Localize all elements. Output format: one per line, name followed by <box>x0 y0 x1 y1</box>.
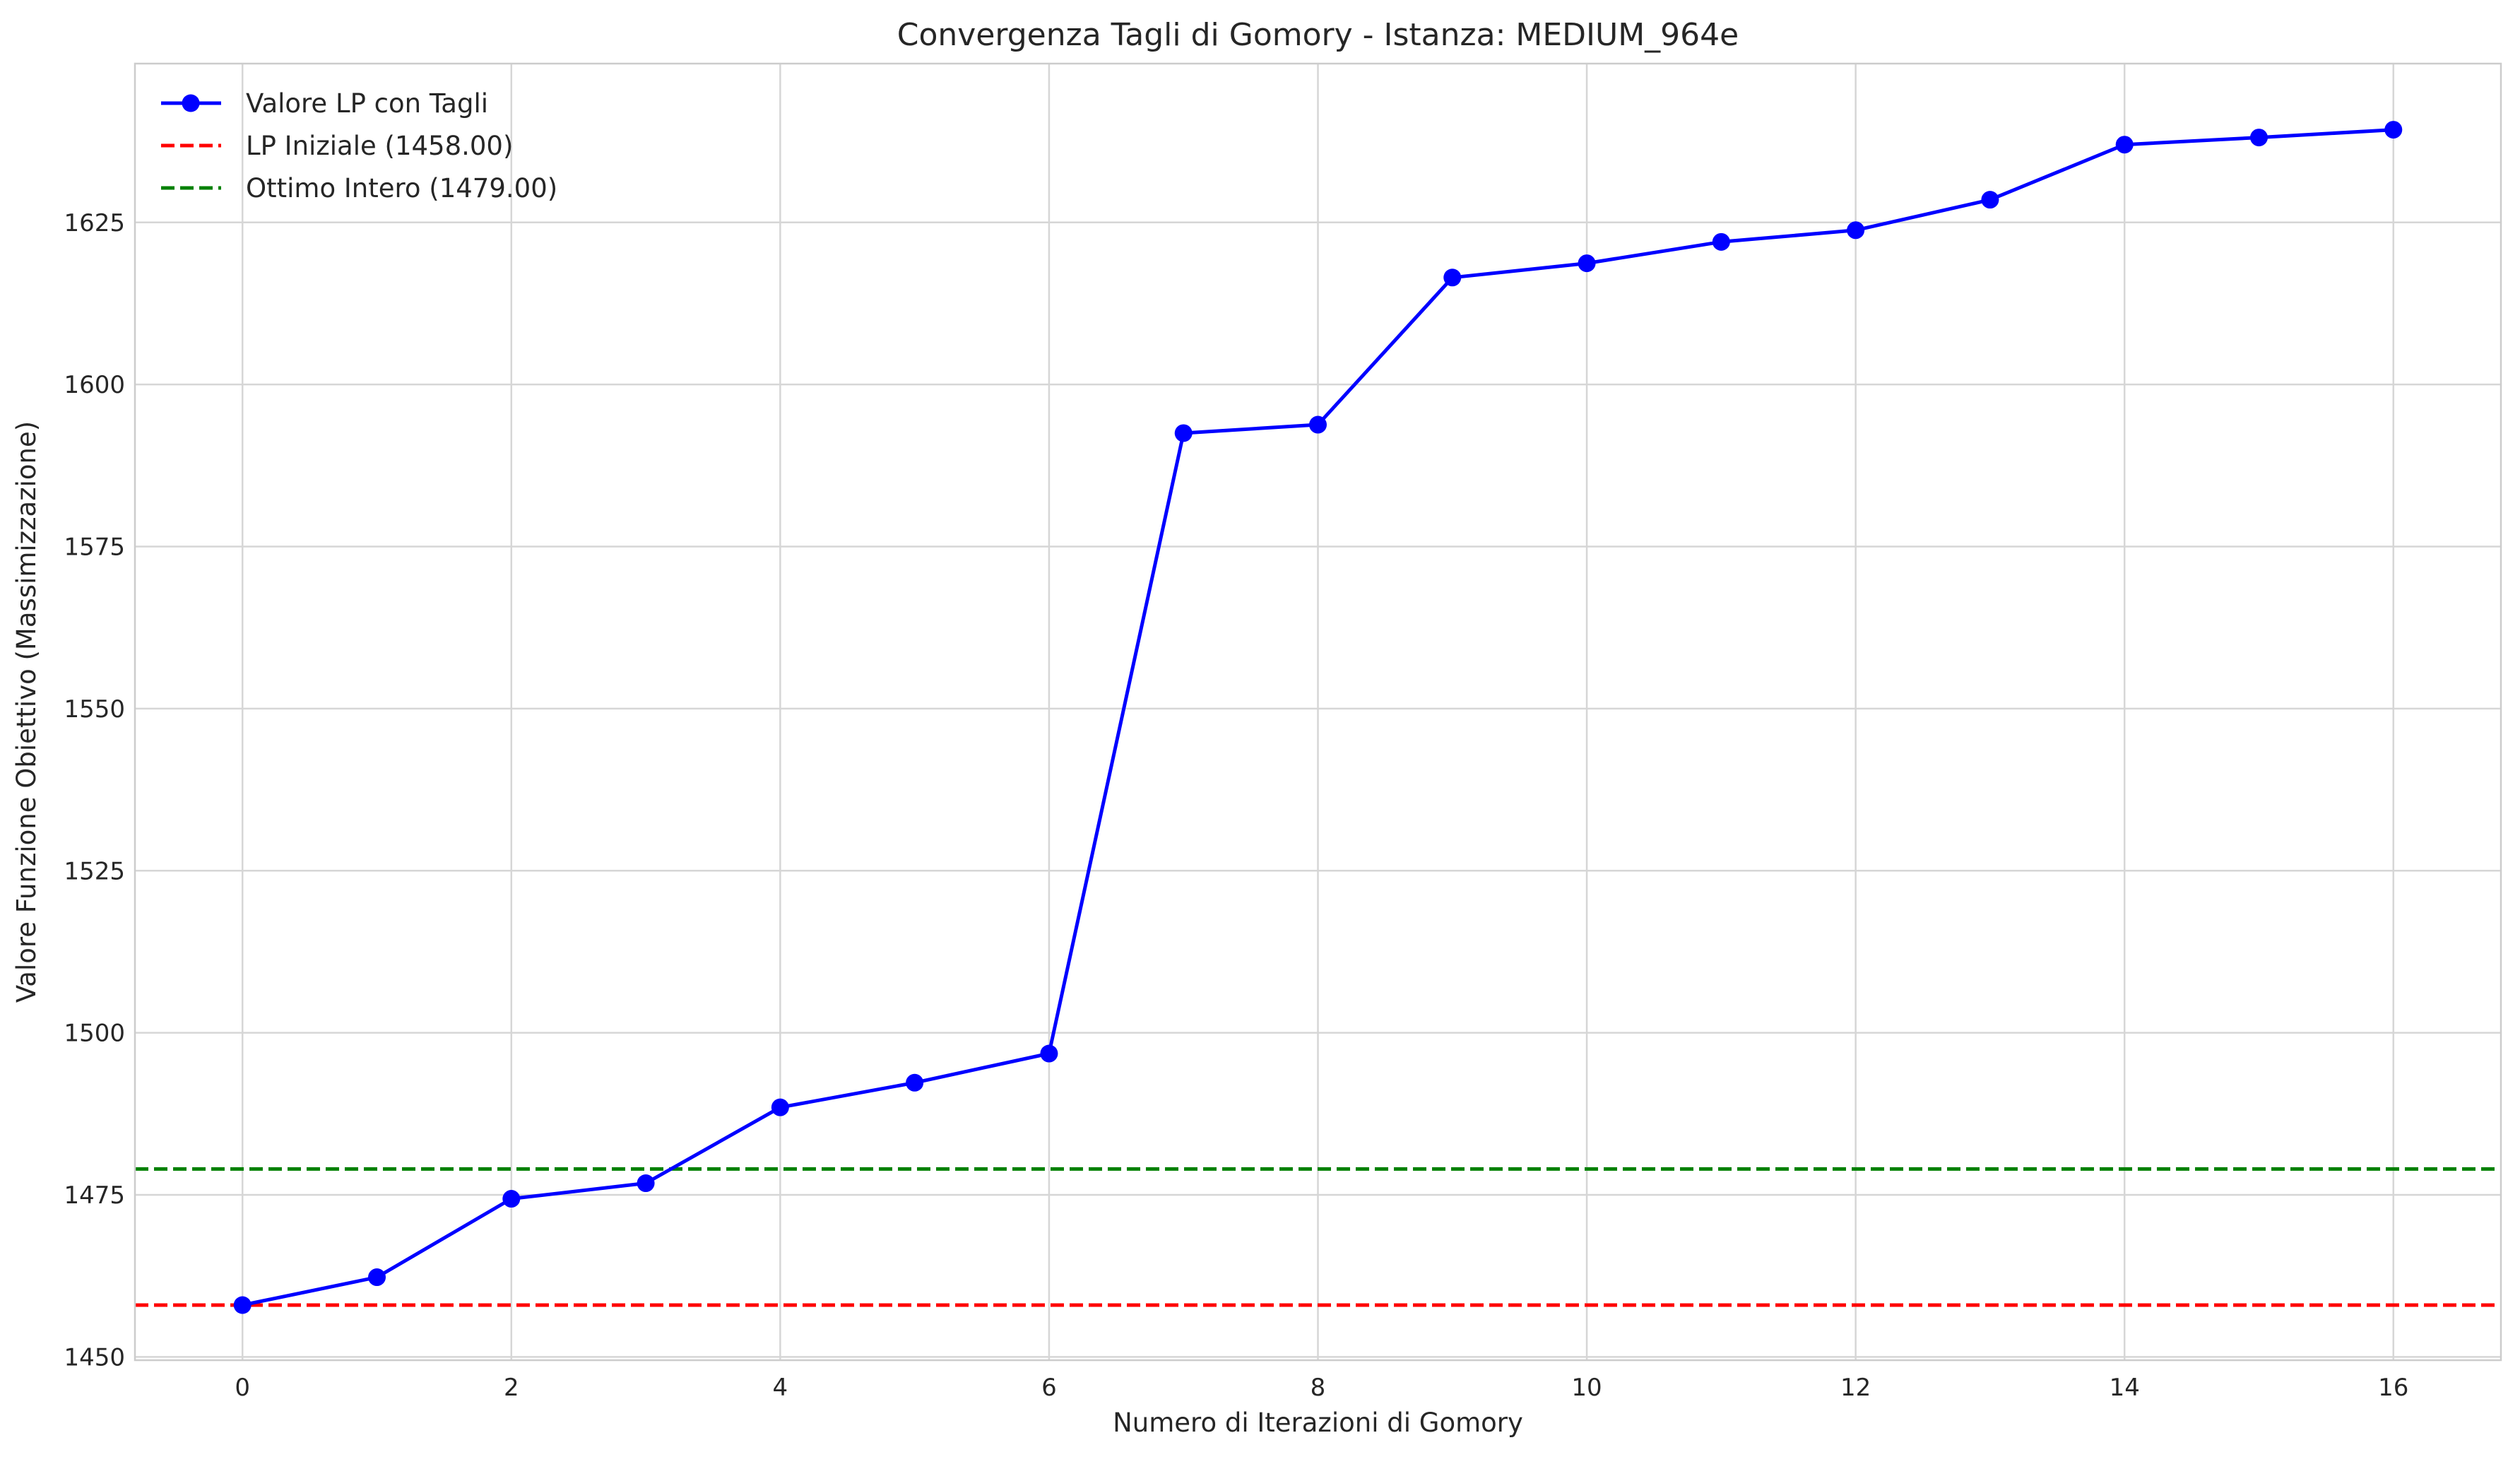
x-tick-label: 16 <box>2378 1374 2408 1402</box>
legend-marker <box>182 94 200 112</box>
y-tick-label: 1575 <box>64 533 125 562</box>
data-point <box>1309 415 1327 434</box>
x-tick-label: 12 <box>1840 1374 1871 1402</box>
series-markers <box>233 121 2403 1314</box>
data-point <box>1847 221 1865 240</box>
legend-label: LP Iniziale (1458.00) <box>246 131 513 161</box>
data-point <box>2384 121 2403 139</box>
y-tick-label: 1550 <box>64 695 125 724</box>
plot-area-frame <box>134 62 2502 1362</box>
x-tick-label: 8 <box>1311 1374 1326 1402</box>
data-point <box>1981 191 1999 209</box>
grid-lines <box>135 64 2501 1360</box>
x-tick-label: 10 <box>1571 1374 1602 1402</box>
x-tick-label: 14 <box>2110 1374 2140 1402</box>
y-tick-label: 1475 <box>64 1181 125 1210</box>
y-tick-label: 1500 <box>64 1020 125 1048</box>
x-tick-label: 4 <box>773 1374 788 1402</box>
data-point <box>2115 136 2134 154</box>
x-tick-label: 2 <box>504 1374 519 1402</box>
data-point <box>233 1296 252 1314</box>
x-tick-labels: 0 2 4 6 8 10 12 14 16 <box>235 1374 2408 1402</box>
data-point <box>1040 1044 1058 1063</box>
legend-label: Valore LP con Tagli <box>246 88 488 119</box>
y-tick-label: 1450 <box>64 1343 125 1372</box>
reference-lines <box>135 1167 2501 1307</box>
legend: Valore LP con Tagli LP Iniziale (1458.00)… <box>161 88 557 203</box>
y-tick-label: 1525 <box>64 857 125 885</box>
data-point <box>1578 254 1596 273</box>
data-point <box>1443 269 1462 287</box>
data-point <box>771 1098 789 1116</box>
data-point <box>1712 232 1730 251</box>
chart-title: Convergenza Tagli di Gomory - Istanza: M… <box>897 17 1739 53</box>
data-point <box>1174 424 1193 442</box>
y-tick-labels: 1450 1475 1500 1525 1550 1575 1600 1625 <box>64 209 125 1372</box>
x-axis-title: Numero di Iterazioni di Gomory <box>1113 1408 1523 1438</box>
y-tick-label: 1625 <box>64 209 125 237</box>
x-tick-label: 0 <box>235 1374 250 1402</box>
x-tick-label: 6 <box>1041 1374 1057 1402</box>
y-axis-title: Valore Funzione Obiettivo (Massimizzazio… <box>11 421 42 1003</box>
data-point <box>637 1174 655 1193</box>
data-point <box>906 1073 924 1092</box>
data-point <box>368 1268 386 1287</box>
data-point <box>2249 129 2268 147</box>
y-tick-label: 1600 <box>64 371 125 399</box>
data-point <box>502 1190 521 1208</box>
legend-label: Ottimo Intero (1479.00) <box>246 173 557 203</box>
